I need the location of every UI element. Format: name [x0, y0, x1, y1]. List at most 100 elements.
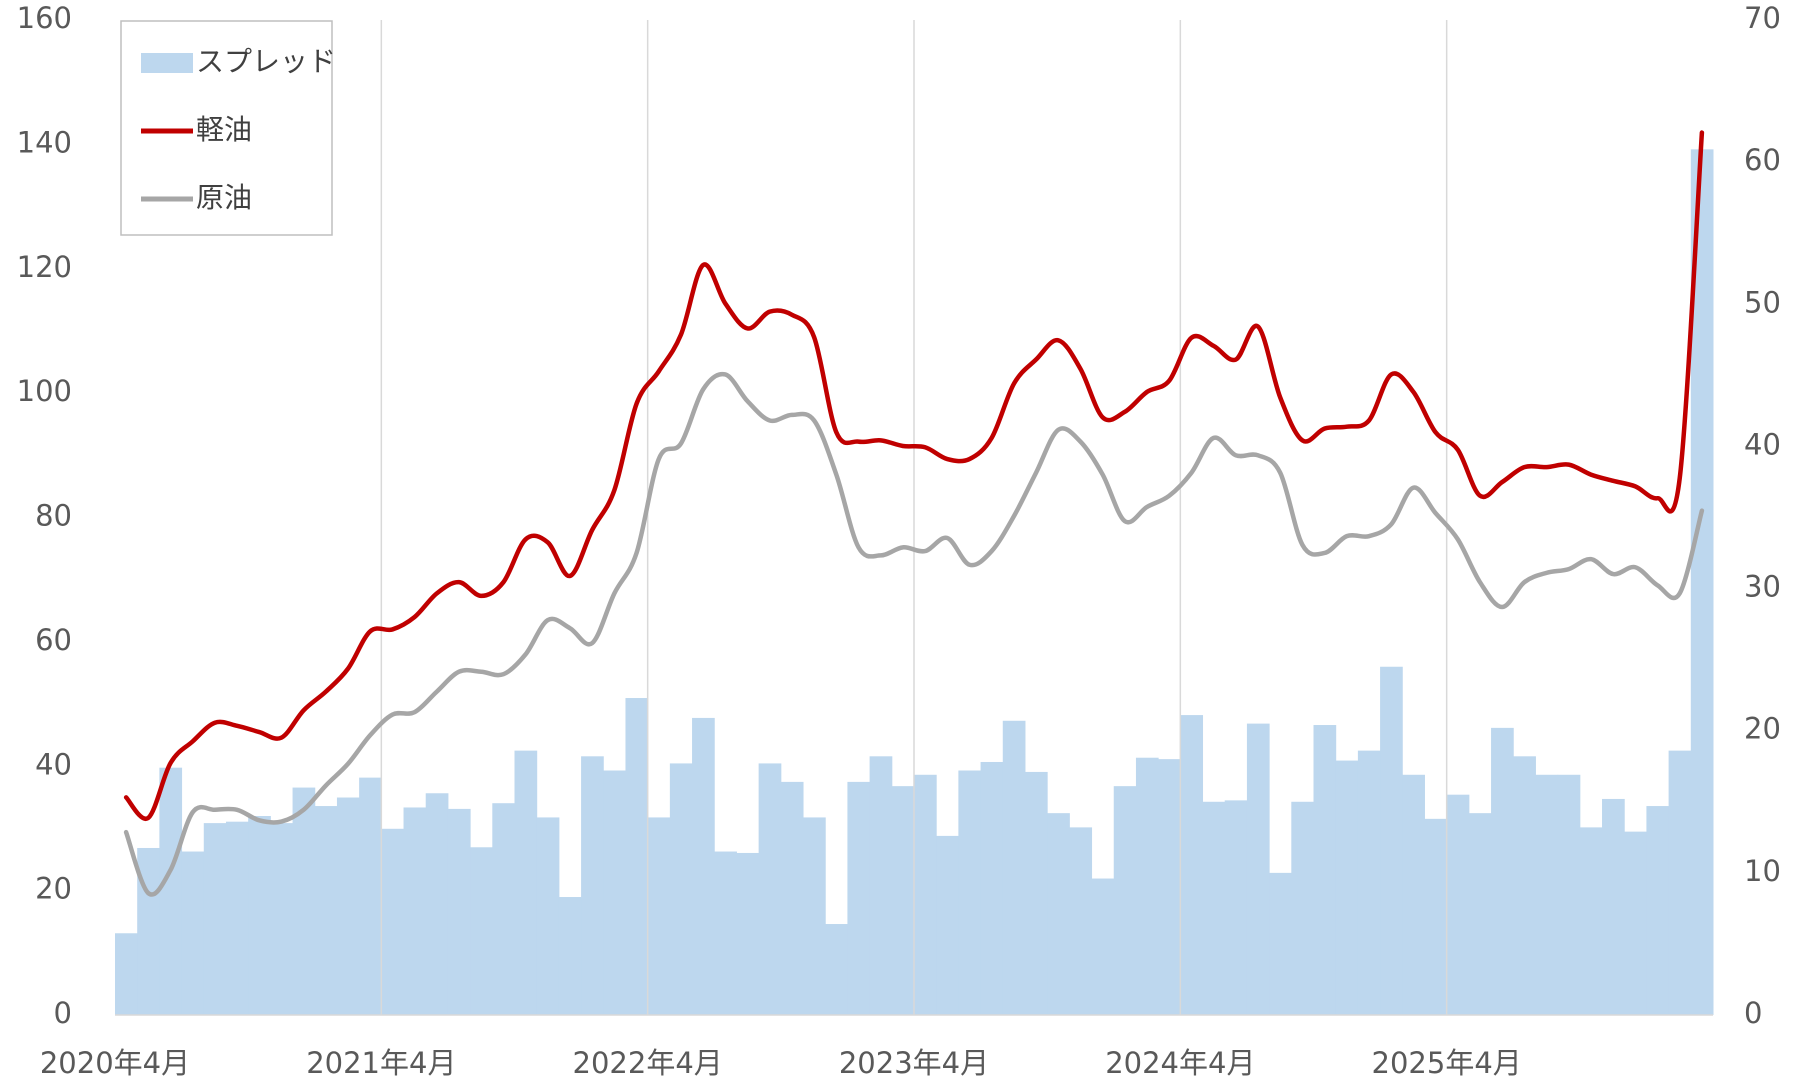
bar — [248, 816, 271, 1015]
bar — [1424, 818, 1448, 1015]
bar — [1313, 725, 1337, 1015]
bar — [958, 770, 982, 1015]
bar — [336, 797, 360, 1015]
bar — [1269, 872, 1292, 1015]
legend-label: スプレッド — [196, 45, 336, 78]
bar — [1224, 800, 1248, 1015]
y2-tick-label: 50 — [1744, 285, 1781, 319]
grid — [380, 20, 1448, 1015]
bar — [1468, 813, 1492, 1015]
y-tick-label: 20 — [35, 872, 72, 906]
x-tick-label: 2023年4月 — [839, 1046, 989, 1079]
x-tick-label: 2020年4月 — [40, 1046, 190, 1079]
bar — [1357, 750, 1381, 1015]
bar — [314, 806, 338, 1015]
bars — [115, 149, 1714, 1016]
bar — [1113, 786, 1137, 1015]
y2-tick-label: 60 — [1744, 143, 1781, 177]
bar — [914, 774, 937, 1015]
bar — [847, 781, 871, 1015]
bar — [470, 847, 493, 1015]
bar — [1402, 774, 1425, 1015]
bar — [692, 717, 715, 1015]
bar — [558, 897, 582, 1015]
bar — [1602, 798, 1625, 1015]
legend-label: 原油 — [196, 181, 252, 214]
bar — [1180, 715, 1204, 1015]
bar — [425, 793, 449, 1015]
bar — [536, 817, 560, 1015]
bar — [825, 924, 848, 1015]
bar — [758, 763, 782, 1015]
bar — [270, 823, 294, 1015]
y-tick-label: 100 — [17, 374, 72, 408]
bar — [137, 847, 160, 1015]
y-tick-label: 40 — [35, 747, 72, 781]
bar — [514, 750, 538, 1015]
y-tick-label: 120 — [17, 250, 72, 284]
x-tick-label: 2025年4月 — [1372, 1046, 1522, 1079]
bar — [159, 767, 183, 1015]
y2-tick-label: 0 — [1744, 996, 1762, 1030]
bar — [1668, 750, 1692, 1015]
bar — [225, 821, 249, 1015]
bar — [1047, 813, 1070, 1015]
line — [123, 130, 1705, 822]
bar — [780, 781, 804, 1015]
bar — [292, 787, 316, 1015]
bar — [1535, 774, 1559, 1015]
bar — [980, 761, 1004, 1015]
line — [123, 371, 1705, 897]
y2-tick-label: 10 — [1744, 854, 1781, 888]
bar — [936, 835, 959, 1015]
bar — [115, 933, 138, 1015]
bar — [1624, 831, 1647, 1015]
bar — [869, 756, 893, 1015]
y-tick-label: 80 — [35, 499, 72, 533]
bar — [1446, 794, 1470, 1015]
y2-tick-label: 30 — [1744, 570, 1781, 604]
lines — [123, 130, 1705, 897]
x-tick-label: 2021年4月 — [306, 1046, 456, 1079]
bar — [1135, 757, 1159, 1015]
bar — [1380, 666, 1403, 1015]
bar — [1335, 760, 1359, 1015]
bar — [1646, 806, 1670, 1015]
legend-label: 軽油 — [196, 113, 252, 146]
bar — [1202, 801, 1226, 1015]
bar — [1513, 756, 1536, 1015]
bar — [492, 803, 515, 1015]
bar — [403, 807, 427, 1015]
bar — [891, 786, 915, 1015]
bar — [1091, 878, 1115, 1015]
legend-swatch — [141, 53, 193, 73]
bar — [1491, 727, 1514, 1015]
bar — [1158, 759, 1181, 1015]
y-tick-label: 0 — [54, 996, 72, 1030]
bar — [736, 852, 760, 1015]
bar — [447, 808, 471, 1015]
bar — [1579, 827, 1603, 1015]
bar — [1690, 149, 1714, 1016]
bar — [1291, 801, 1314, 1015]
bar — [714, 851, 737, 1015]
y-tick-label: 160 — [17, 1, 72, 35]
bar — [181, 851, 205, 1015]
bar — [203, 823, 227, 1015]
bar — [1246, 723, 1270, 1015]
bar — [359, 777, 382, 1015]
bar — [1069, 827, 1093, 1015]
y2-tick-label: 70 — [1744, 1, 1781, 35]
y-tick-label: 60 — [35, 623, 72, 657]
bar — [803, 817, 826, 1015]
y-tick-label: 140 — [17, 125, 72, 159]
bar — [1557, 774, 1581, 1015]
bar — [647, 817, 671, 1015]
x-tick-label: 2024年4月 — [1105, 1046, 1255, 1079]
bar — [625, 698, 649, 1015]
x-tick-label: 2022年4月 — [573, 1046, 723, 1079]
bar — [603, 770, 626, 1015]
